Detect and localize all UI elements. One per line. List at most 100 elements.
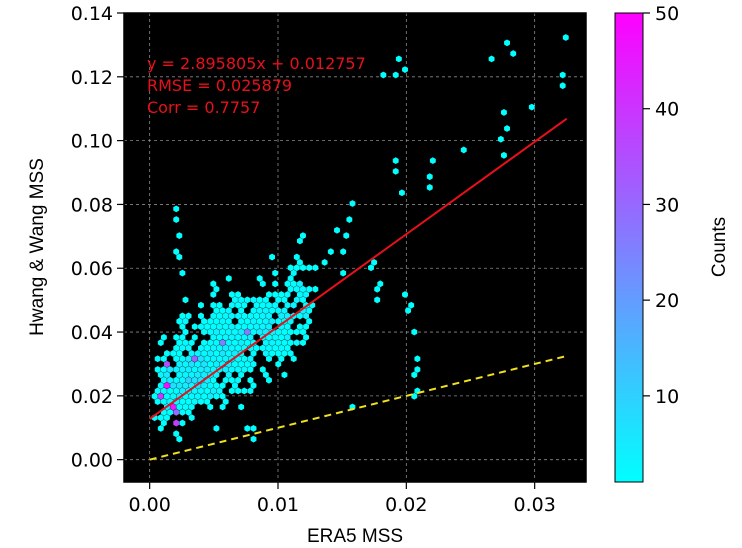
regression-lines: [149, 117, 568, 461]
hex-cell: [235, 301, 242, 309]
hex-cell: [392, 167, 399, 175]
hex-cell: [170, 382, 177, 389]
hex-cell: [312, 264, 319, 272]
hex-cell: [219, 403, 226, 411]
hex-cell: [213, 328, 220, 336]
hex-cell: [250, 328, 257, 336]
hex-cell: [293, 328, 300, 336]
hex-cell: [247, 355, 254, 363]
hex-cell: [160, 419, 167, 427]
colorbar: [614, 12, 644, 483]
hex-cell: [238, 296, 245, 304]
hex-cell: [213, 360, 220, 368]
hex-cell: [281, 339, 288, 347]
hex-cell: [219, 382, 226, 389]
hex-cell: [460, 146, 467, 154]
hex-cell: [182, 339, 189, 347]
hex-cell: [278, 344, 285, 352]
fit-line: [149, 117, 568, 420]
hex-cell: [238, 403, 245, 411]
hex-cell: [173, 376, 180, 384]
hex-cell: [164, 350, 170, 357]
hex-cell: [247, 376, 254, 384]
hex-cell: [216, 301, 223, 309]
hex-cell: [266, 323, 272, 331]
hex-cell: [176, 317, 183, 325]
hex-cell: [287, 350, 294, 357]
hex-cell: [210, 323, 217, 331]
hex-cell: [160, 366, 167, 373]
hexbin-cells: [151, 34, 569, 443]
hex-cell: [275, 328, 282, 336]
hex-cell: [266, 355, 272, 363]
hex-cell: [238, 371, 245, 379]
hex-cell: [198, 301, 204, 309]
hex-cell: [157, 414, 164, 422]
hex-cell: [244, 360, 251, 368]
hex-cell: [392, 71, 399, 79]
hex-cell: [235, 376, 242, 384]
hex-cell: [167, 408, 173, 416]
hex-cell: [287, 328, 294, 336]
hex-cell: [562, 34, 569, 41]
hex-cell: [402, 66, 408, 74]
hex-cell: [154, 366, 161, 373]
hex-cell: [157, 425, 164, 432]
hex-cell: [164, 360, 170, 368]
hex-cell: [262, 296, 269, 304]
hex-cell: [426, 173, 433, 181]
hex-cell: [303, 291, 310, 298]
hex-cell: [281, 328, 288, 336]
hex-cell: [275, 350, 282, 357]
hex-cell: [266, 376, 272, 384]
hex-cell: [182, 296, 189, 304]
hex-cell: [222, 355, 229, 363]
hex-cell: [207, 382, 214, 389]
hex-cell: [250, 307, 257, 314]
hex-cell: [160, 398, 167, 406]
y-tick-label: 0.00: [71, 450, 113, 472]
hex-cell: [259, 301, 266, 309]
hex-cell: [173, 333, 180, 341]
hex-cell: [219, 392, 226, 400]
hex-cell: [269, 317, 276, 325]
hex-cell: [250, 382, 257, 389]
hex-cell: [269, 339, 276, 347]
hex-cell: [191, 398, 198, 406]
hex-cell: [262, 371, 269, 379]
hex-cell: [210, 291, 217, 298]
y-tick-label: 0.04: [71, 322, 113, 344]
hex-cell: [303, 333, 310, 341]
fit-annotations: y = 2.895805x + 0.012757 RMSE = 0.025879…: [147, 54, 366, 117]
hex-cell: [201, 350, 207, 357]
hex-cell: [272, 333, 279, 341]
hex-cell: [173, 366, 180, 373]
hex-cell: [241, 387, 248, 395]
hex-cell: [204, 398, 211, 406]
hex-cell: [167, 366, 173, 373]
hex-cell: [278, 291, 285, 298]
hex-cell: [287, 285, 294, 293]
hex-cell: [559, 82, 566, 90]
hex-cell: [222, 344, 229, 352]
hex-cell: [395, 55, 402, 63]
hex-cell: [176, 339, 183, 347]
hex-cell: [201, 392, 207, 400]
hex-cell: [241, 355, 248, 363]
hex-cell: [191, 376, 198, 384]
hex-cell: [278, 333, 285, 341]
hex-cell: [232, 350, 238, 357]
hex-cell: [204, 355, 211, 363]
hex-cell: [225, 339, 232, 347]
hex-cell: [194, 371, 201, 379]
hex-cell: [296, 312, 303, 320]
hex-cell: [173, 205, 180, 213]
hex-cell: [281, 350, 288, 357]
hex-cell: [235, 323, 242, 331]
hex-cell: [247, 323, 254, 331]
hex-cell: [179, 408, 186, 416]
hex-cell: [259, 280, 266, 288]
rmse-annotation: RMSE = 0.025879: [147, 76, 292, 95]
hex-cell: [504, 125, 510, 132]
